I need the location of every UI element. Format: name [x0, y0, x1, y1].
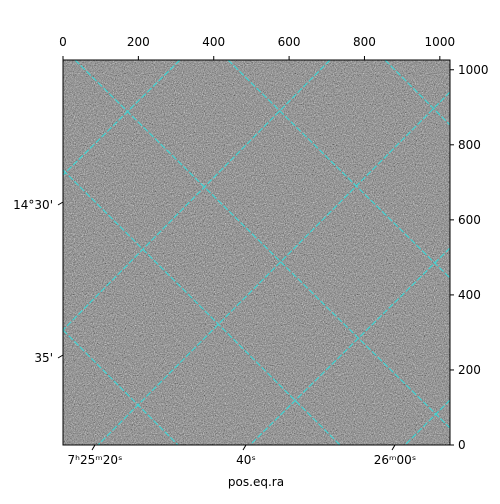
dec-tick	[57, 354, 64, 359]
x-tick-label: 1000	[425, 35, 456, 49]
x-tick-label: 600	[278, 35, 301, 49]
grid-line	[63, 60, 181, 176]
x-tick-label: 200	[127, 35, 150, 49]
grid-line	[404, 399, 450, 445]
y-tick-label: 600	[458, 213, 481, 227]
x-tick-label: 0	[59, 35, 67, 49]
grid-line	[63, 60, 331, 331]
coordinate-grid	[63, 60, 450, 445]
x-tick-label: 400	[202, 35, 225, 49]
y-tick-label: 0	[458, 438, 466, 452]
ra-tick-label: 26ᵐ00ˢ	[374, 453, 417, 467]
y-tick-label: 200	[458, 363, 481, 377]
grid-line	[63, 329, 179, 445]
grid-line	[384, 60, 450, 126]
grid-line	[74, 60, 450, 429]
ra-tick-label: 7ʰ25ᵐ20ˢ	[68, 453, 123, 467]
sky-image	[63, 60, 450, 445]
dec-tick	[57, 201, 64, 206]
ra-tick-label: 40ˢ	[236, 453, 256, 467]
dec-tick-label: 14°30'	[13, 198, 53, 212]
ra-tick	[91, 444, 96, 451]
grid-line	[249, 247, 450, 445]
ra-tick	[391, 444, 396, 451]
dec-tick-label: 35'	[34, 351, 53, 365]
grid-line	[97, 91, 450, 445]
x-axis-label: pos.eq.ra	[228, 475, 284, 489]
x-tick-label: 800	[353, 35, 376, 49]
y-tick-label: 1000	[458, 63, 489, 77]
grid-line	[227, 60, 450, 279]
grid-line	[63, 169, 341, 445]
y-tick-label: 400	[458, 288, 481, 302]
y-tick-label: 800	[458, 138, 481, 152]
ra-tick	[242, 444, 247, 451]
plot-frame	[62, 59, 451, 446]
